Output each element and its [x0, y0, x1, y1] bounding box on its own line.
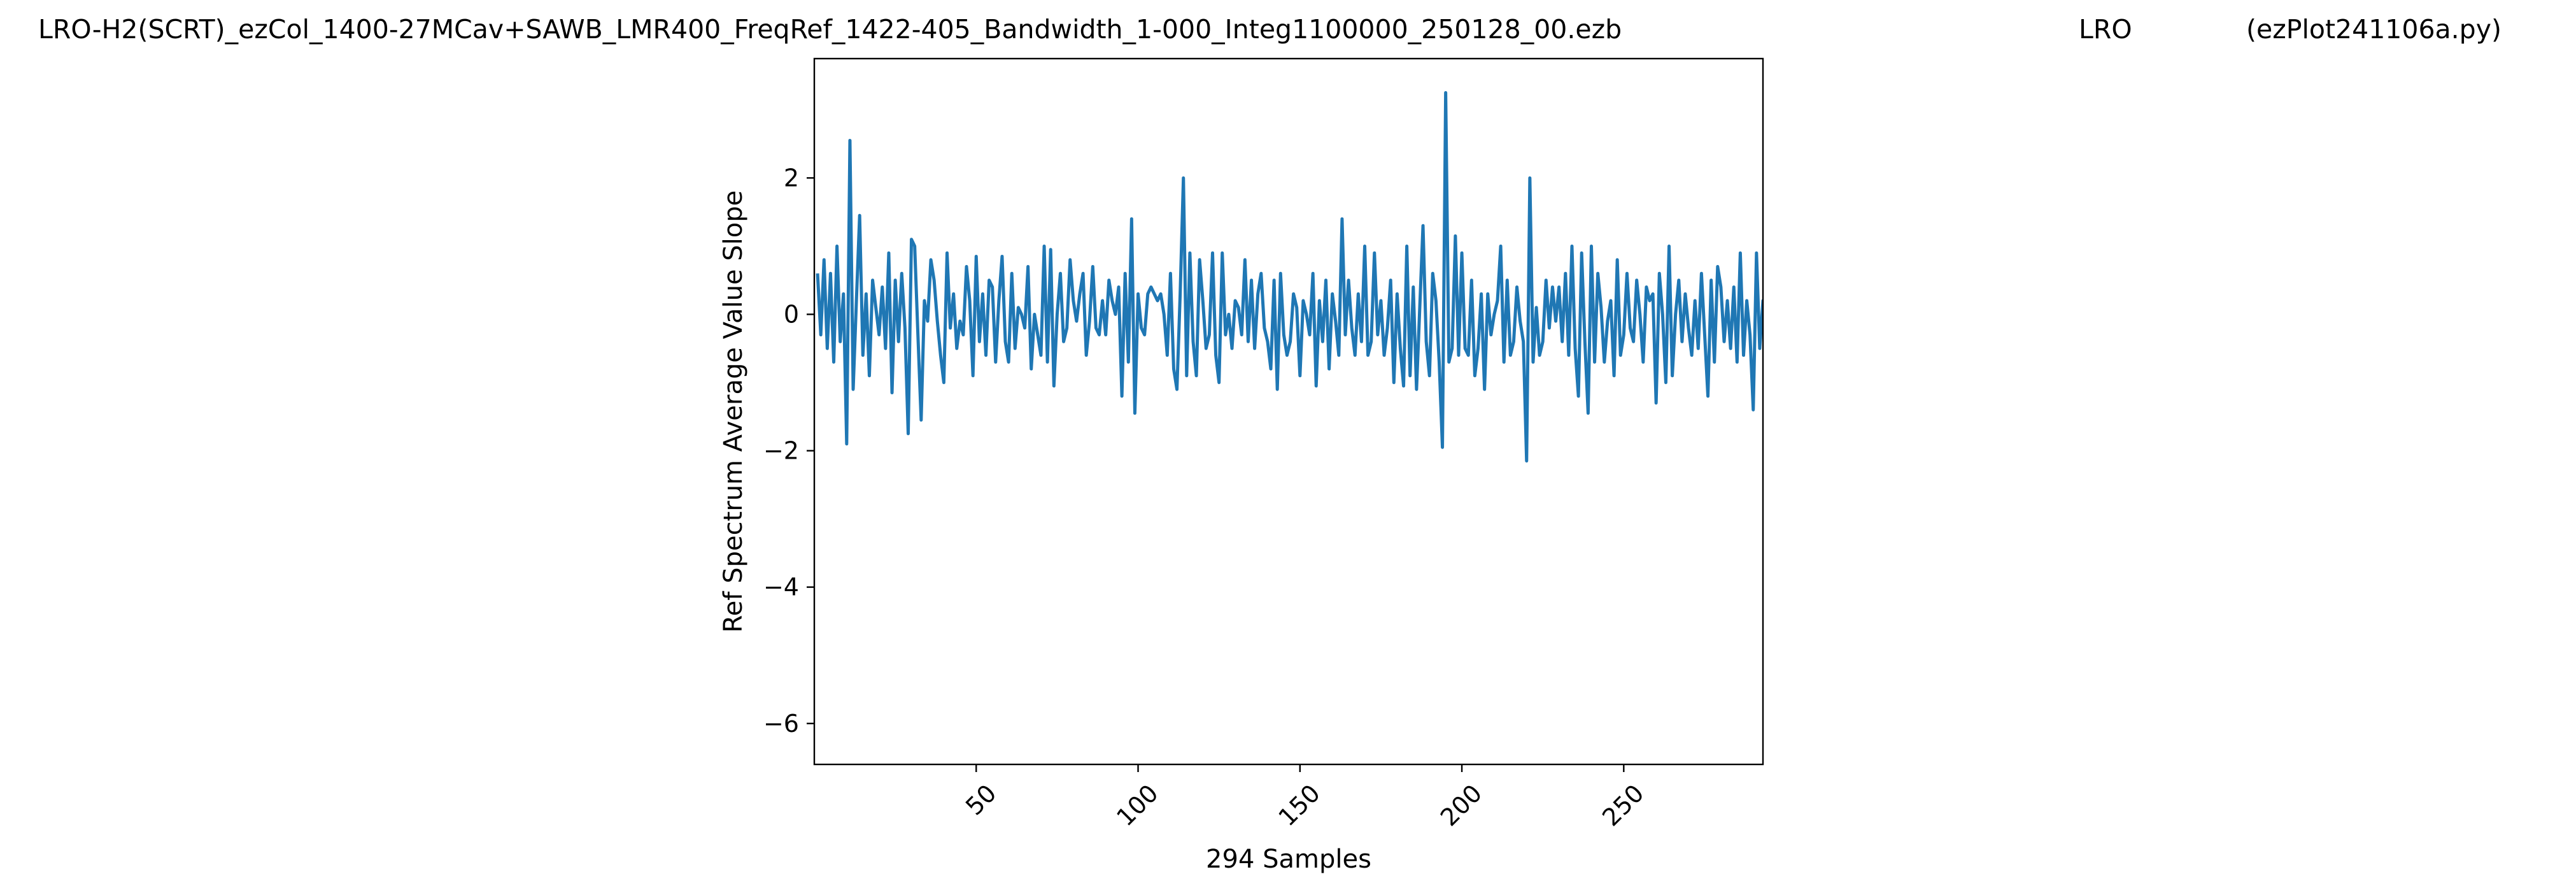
- x-tick-label: 250: [1597, 779, 1649, 831]
- x-tick-label: 150: [1273, 779, 1326, 831]
- plot-line-group: [816, 91, 1763, 463]
- y-tick-label: −6: [763, 710, 799, 738]
- y-tick-label: 0: [784, 300, 799, 328]
- title-program: (ezPlot241106a.py): [2246, 14, 2502, 45]
- series-line-0: [816, 91, 1763, 463]
- title-filename: LRO-H2(SCRT)_ezCol_1400-27MCav+SAWB_LMR4…: [38, 14, 1622, 45]
- y-tick-label: 2: [784, 164, 799, 192]
- title-station: LRO: [2079, 14, 2132, 45]
- x-axis: 50 100 150 200 250: [960, 764, 1649, 831]
- x-tick-label: 50: [960, 779, 1001, 820]
- x-tick-label: 100: [1111, 779, 1163, 831]
- y-tick-label: −2: [763, 437, 799, 465]
- x-axis-label: 294 Samples: [1206, 845, 1371, 874]
- plot-frame: [813, 57, 1764, 766]
- figure-title: LRO-H2(SCRT)_ezCol_1400-27MCav+SAWB_LMR4…: [0, 14, 2576, 52]
- y-axis-label: Ref Spectrum Average Value Slope: [719, 190, 748, 633]
- y-axis: 2 0 −2 −4 −6: [763, 164, 814, 738]
- y-tick-label: −4: [763, 573, 799, 601]
- x-tick-label: 200: [1435, 779, 1487, 831]
